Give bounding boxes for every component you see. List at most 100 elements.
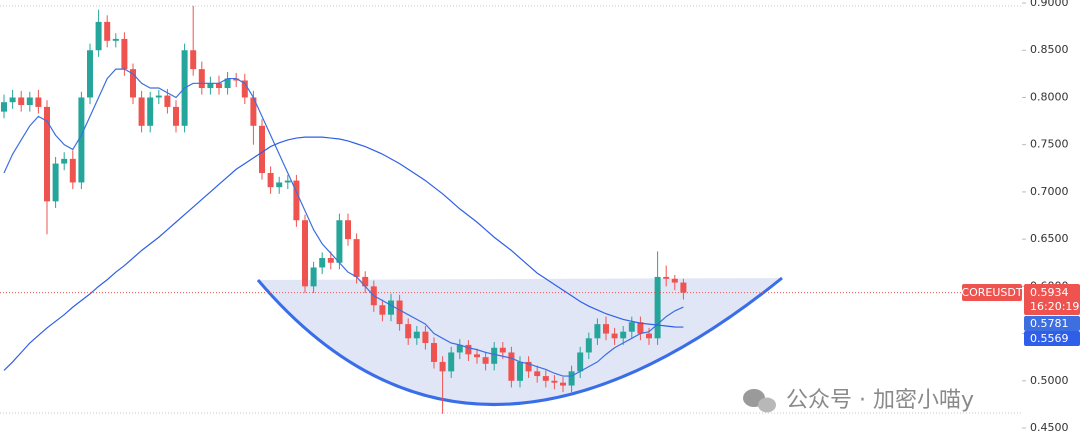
- candle-body: [568, 371, 575, 386]
- candle-body: [336, 220, 343, 263]
- moving-average: [3, 136, 684, 371]
- candle-body: [396, 300, 403, 325]
- candle-body: [233, 78, 240, 81]
- candle-body: [594, 324, 601, 339]
- candle-body: [267, 173, 274, 188]
- candle-body: [44, 106, 50, 202]
- candle-body: [207, 83, 214, 89]
- candle-body: [173, 106, 179, 126]
- ma-box: [1024, 331, 1080, 346]
- candle-body: [276, 182, 283, 188]
- y-tick-label: 0.8500: [1030, 43, 1069, 56]
- candle-body: [680, 282, 687, 293]
- candle-body: [130, 69, 136, 98]
- candle-body: [637, 322, 644, 334]
- last-price-box: [1024, 284, 1080, 315]
- candle-body: [284, 180, 291, 183]
- candle-body: [155, 95, 162, 98]
- candle-body: [577, 352, 584, 372]
- candle-body: [671, 278, 678, 283]
- candle-body: [319, 258, 326, 268]
- candle-body: [413, 331, 420, 339]
- candle-body: [560, 382, 566, 386]
- candle-body: [439, 361, 446, 372]
- y-tick-label: 0.6500: [1030, 232, 1069, 245]
- candle-body: [422, 331, 429, 344]
- candle-body: [534, 371, 541, 377]
- last-price-label: 0.5934: [1030, 286, 1069, 299]
- candle-body: [405, 324, 412, 339]
- candle-body: [474, 354, 480, 358]
- moving-average: [3, 68, 684, 377]
- candle-body: [517, 361, 523, 381]
- candle-body: [448, 352, 455, 372]
- price-labels: COREUSDT 0.5934 16:20:19 0.5781 0.5569: [961, 284, 1080, 346]
- candle-body: [551, 380, 558, 383]
- ma-label: 0.5781: [1030, 317, 1069, 330]
- candle-body: [95, 21, 102, 51]
- candle-body: [18, 97, 25, 106]
- ma-box: [1024, 316, 1080, 331]
- candle-body: [603, 324, 609, 334]
- candle-body: [491, 347, 498, 364]
- candle-body: [362, 276, 369, 287]
- y-tick-label: 0.9000: [1030, 0, 1069, 9]
- candle-body: [482, 357, 489, 364]
- candle-body: [26, 97, 33, 106]
- candle-body: [585, 338, 592, 353]
- candle-body: [224, 78, 231, 89]
- candle-body: [345, 220, 351, 240]
- y-tick-label: 0.7500: [1030, 138, 1069, 151]
- watermark-text: 公众号 · 加密小喵y: [786, 388, 974, 413]
- y-tick-label: 0.7000: [1030, 185, 1069, 198]
- candle-body: [499, 347, 506, 353]
- candle-body: [388, 300, 394, 315]
- candle-body: [87, 50, 93, 98]
- candle-body: [542, 376, 549, 381]
- candle-body: [620, 331, 627, 339]
- candle-body: [646, 333, 652, 339]
- candle-body: [465, 344, 472, 355]
- candle-body: [628, 322, 635, 332]
- candle-body: [190, 50, 197, 70]
- candle-body: [456, 344, 463, 353]
- candle-body: [525, 361, 532, 372]
- candle-body: [52, 163, 59, 202]
- candle-body: [353, 239, 360, 277]
- cup-curve: [256, 276, 783, 406]
- candle-body: [121, 38, 128, 70]
- y-tick-label: 0.4500: [1030, 421, 1069, 434]
- candle-body: [9, 97, 16, 103]
- watermark: 公众号 · 加密小喵y: [743, 388, 974, 413]
- candle-body: [310, 267, 317, 287]
- plot-area: [0, 5, 1022, 414]
- y-tick-label: 0.8000: [1030, 90, 1069, 103]
- candle-body: [216, 83, 222, 89]
- candle-body: [663, 276, 670, 279]
- y-tick-label: 0.5000: [1030, 374, 1069, 387]
- symbol-box: [962, 284, 1022, 301]
- ma-label: 0.5569: [1030, 332, 1069, 345]
- candle-body: [69, 158, 76, 183]
- candle-body: [302, 220, 308, 287]
- candle-body: [327, 258, 334, 263]
- candle-body: [379, 305, 386, 315]
- candle-body: [61, 158, 68, 164]
- candle-body: [241, 80, 248, 98]
- candle-body: [654, 276, 661, 339]
- candle-body: [147, 97, 154, 126]
- candle-body: [104, 21, 111, 41]
- candle-body: [293, 180, 300, 221]
- candle-body: [508, 352, 515, 381]
- countdown-label: 16:20:19: [1030, 300, 1079, 313]
- candle-body: [138, 97, 145, 126]
- candle-body: [250, 97, 257, 126]
- candle-body: [198, 69, 205, 89]
- symbol-label: COREUSDT: [961, 286, 1022, 299]
- candle-body: [164, 95, 171, 107]
- candle-body: [259, 125, 265, 174]
- candle-body: [78, 97, 85, 183]
- candle-body: [1, 102, 7, 112]
